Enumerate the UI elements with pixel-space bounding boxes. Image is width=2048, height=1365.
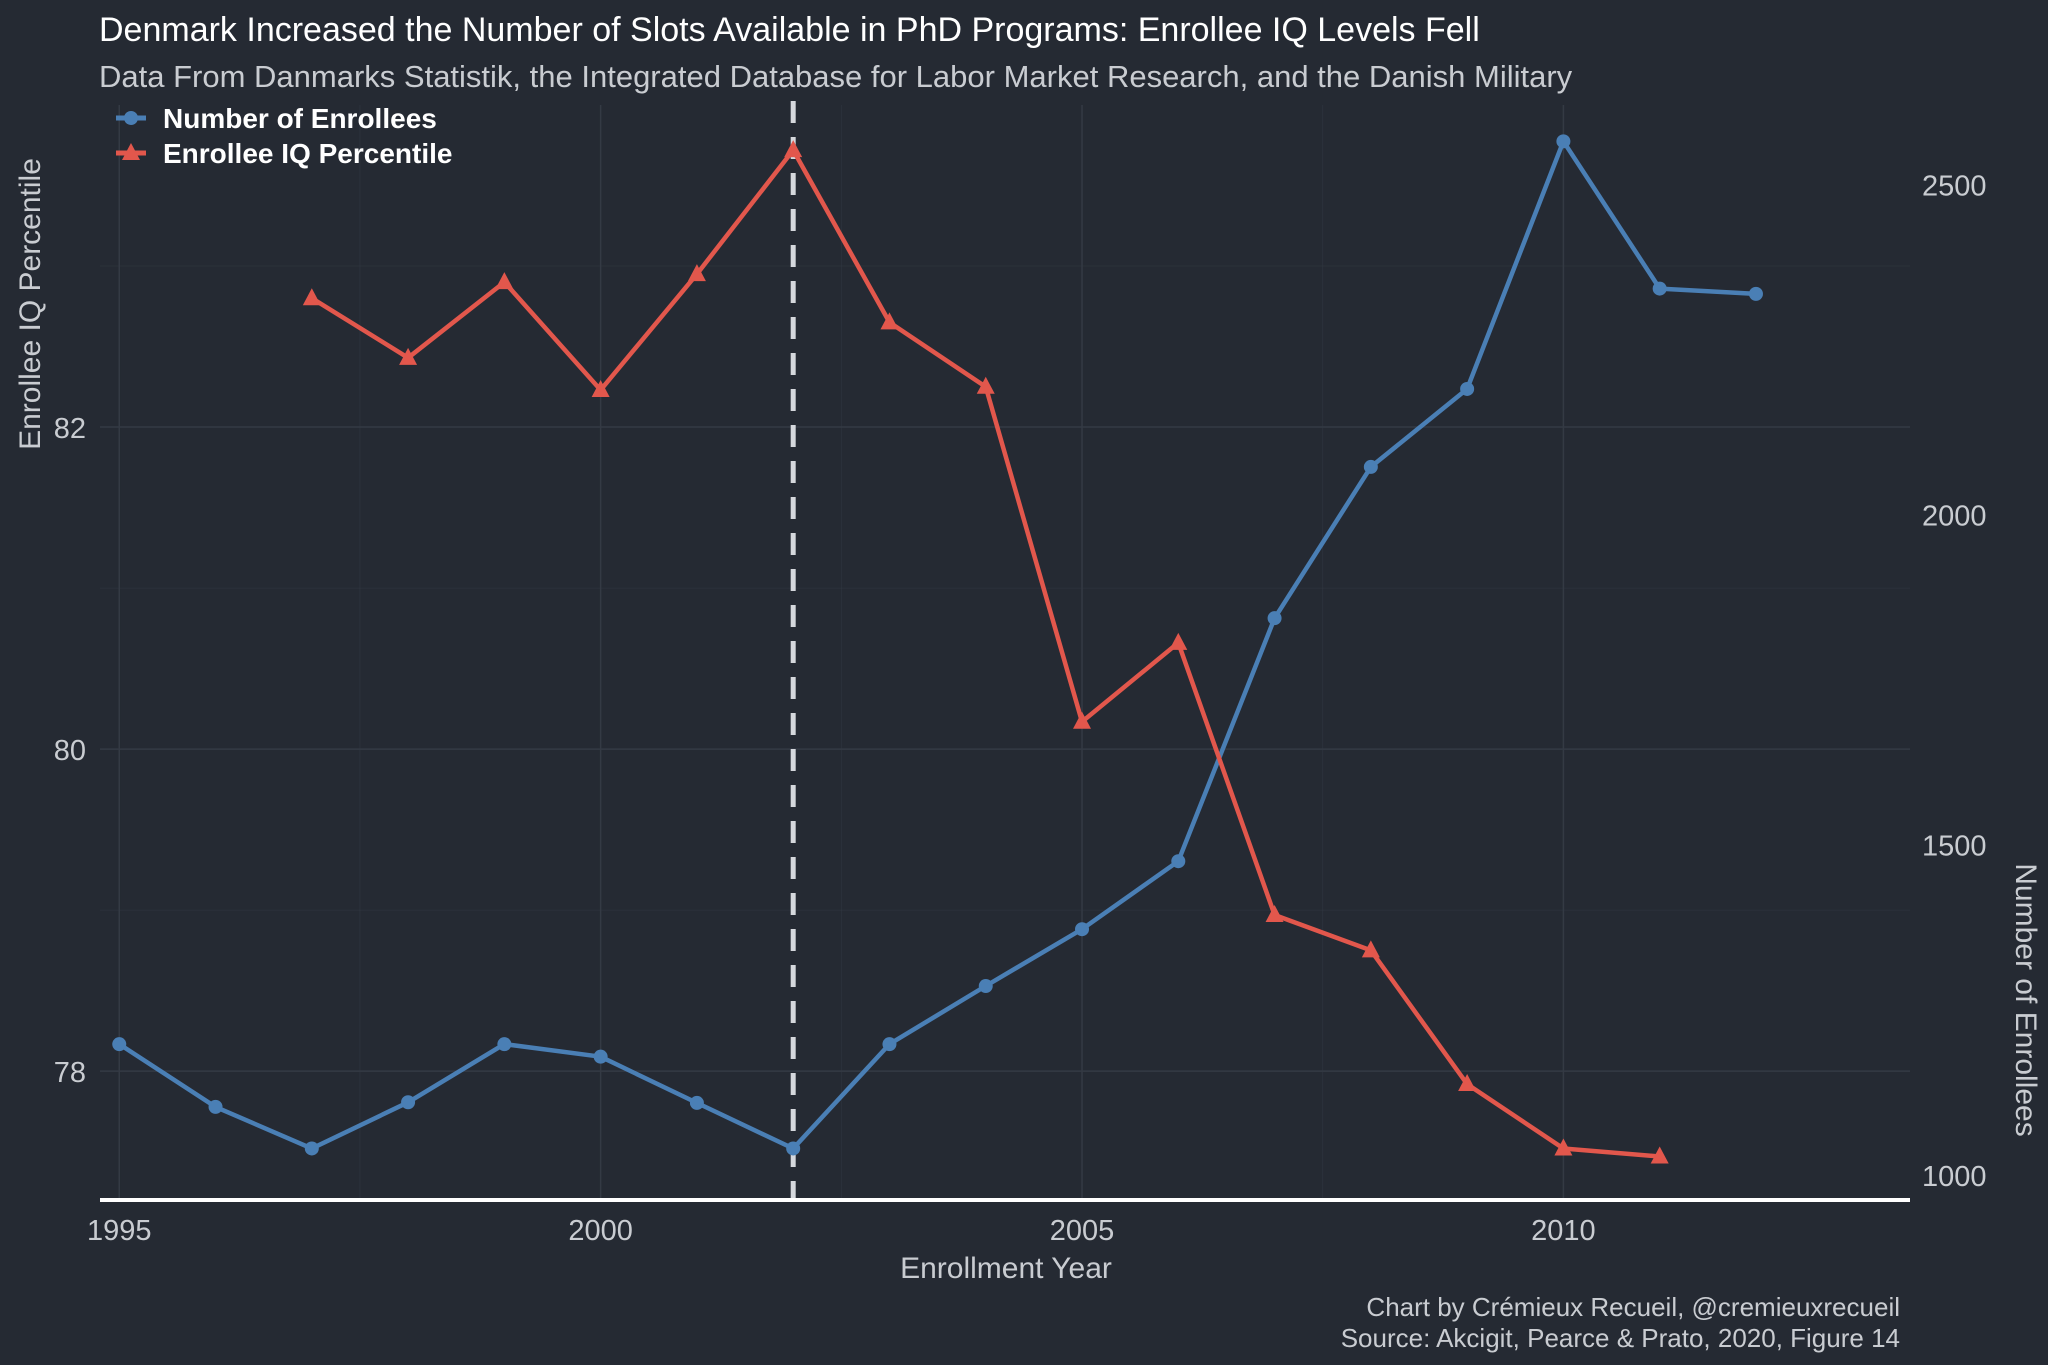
point-enrollees-1996	[208, 1099, 223, 1114]
x-tick-label-1995: 1995	[87, 1215, 152, 1247]
point-iq-2009	[1458, 1074, 1477, 1092]
point-iq-2005	[1073, 711, 1092, 729]
y-right-tick-label-2000: 2000	[1922, 500, 1987, 532]
legend-label-enrollees: Number of Enrollees	[163, 103, 437, 134]
point-enrollees-2012	[1748, 286, 1763, 301]
caption-credit: Chart by Crémieux Recueil, @cremieuxrecu…	[1366, 1292, 1900, 1322]
legend: Number of Enrollees Enrollee IQ Percenti…	[116, 103, 452, 169]
grid-layer	[100, 105, 1910, 1200]
point-enrollees-2001	[689, 1095, 704, 1110]
x-tick-label-2010: 2010	[1531, 1215, 1596, 1247]
y-right-tick-label-1500: 1500	[1922, 831, 1987, 863]
point-enrollees-2000	[593, 1049, 608, 1064]
point-enrollees-2002	[786, 1141, 801, 1156]
chart-title: Denmark Increased the Number of Slots Av…	[99, 11, 1480, 49]
legend-item-iq: Enrollee IQ Percentile	[116, 138, 452, 169]
caption-source: Source: Akcigit, Pearce & Prato, 2020, F…	[1341, 1323, 1900, 1353]
point-iq-2010	[1554, 1138, 1573, 1156]
y-right-tick-label-1000: 1000	[1922, 1161, 1987, 1193]
point-enrollees-2004	[978, 979, 993, 994]
point-enrollees-2009	[1460, 381, 1475, 396]
point-enrollees-2011	[1652, 281, 1667, 296]
point-enrollees-2005	[1075, 922, 1090, 937]
x-axis-title: Enrollment Year	[900, 1252, 1112, 1285]
legend-item-enrollees: Number of Enrollees	[116, 103, 437, 134]
point-iq-2011	[1650, 1146, 1669, 1164]
series-layer	[112, 134, 1763, 1164]
point-enrollees-1998	[401, 1095, 416, 1110]
point-enrollees-1995	[112, 1037, 127, 1052]
point-iq-1999	[495, 272, 514, 290]
point-iq-2000	[591, 380, 610, 398]
point-enrollees-2010	[1556, 134, 1571, 149]
y-left-tick-label-82: 82	[54, 413, 86, 445]
legend-marker-circle-icon	[124, 111, 138, 125]
series-line-enrollees	[117, 139, 1759, 1151]
axis-layer: 1995 2000 2005 2010 78 80 82 1000 1500 2000 2500	[54, 170, 1987, 1247]
legend-label-iq: Enrollee IQ Percentile	[163, 138, 452, 169]
point-iq-1998	[399, 347, 418, 365]
point-enrollees-1997	[304, 1141, 319, 1156]
point-enrollees-2008	[1363, 459, 1378, 474]
point-iq-2008	[1361, 940, 1380, 958]
point-enrollees-1999	[497, 1037, 512, 1052]
y-axis-title-left: Enrollee IQ Percentile	[14, 158, 47, 450]
point-enrollees-2007	[1267, 611, 1282, 626]
point-iq-2006	[1169, 632, 1188, 650]
point-iq-2004	[976, 376, 995, 394]
y-left-tick-label-80: 80	[54, 735, 86, 767]
y-axis-title-right: Number of Enrollees	[2009, 863, 2042, 1136]
point-iq-2007	[1265, 904, 1284, 922]
y-left-tick-label-78: 78	[54, 1057, 86, 1089]
point-iq-2003	[880, 312, 899, 330]
point-enrollees-2006	[1171, 854, 1186, 869]
chart-subtitle: Data From Danmarks Statistik, the Integr…	[99, 59, 1573, 94]
point-enrollees-2003	[882, 1037, 897, 1052]
x-tick-label-2005: 2005	[1050, 1215, 1115, 1247]
x-tick-label-2000: 2000	[568, 1215, 633, 1247]
legend-marker-triangle-icon	[122, 143, 140, 160]
y-right-tick-label-2500: 2500	[1922, 170, 1987, 202]
point-iq-2001	[687, 264, 706, 282]
point-iq-2002	[784, 140, 803, 158]
point-iq-1997	[302, 288, 321, 306]
